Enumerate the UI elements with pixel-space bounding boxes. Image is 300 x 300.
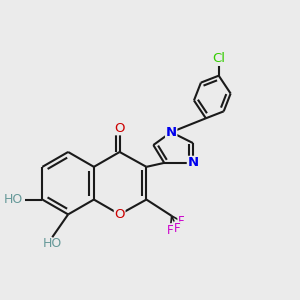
Text: N: N [188,156,199,170]
Text: F: F [178,215,184,228]
Text: O: O [114,122,125,135]
Text: N: N [166,126,177,139]
Text: F: F [167,224,173,237]
Text: F: F [174,222,180,235]
Text: O: O [114,208,125,221]
Text: HO: HO [43,237,62,250]
Text: HO: HO [4,193,23,206]
Text: Cl: Cl [212,52,225,65]
